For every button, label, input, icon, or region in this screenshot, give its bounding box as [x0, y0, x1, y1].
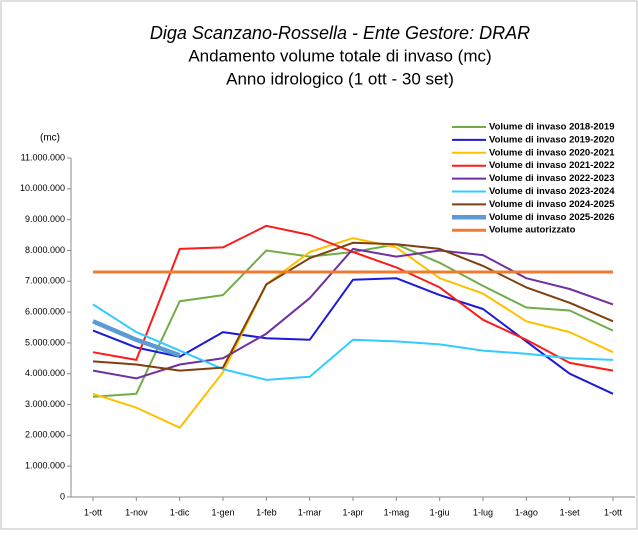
- legend-label: Volume di invaso 2021-2022: [489, 160, 615, 171]
- legend-label: Volume di invaso 2025-2026: [489, 212, 615, 223]
- x-tick-label: 1-feb: [256, 507, 277, 517]
- chart-subtitle: Andamento volume totale di invaso (mc): [188, 46, 491, 65]
- legend-label: Volume di invaso 2022-2023: [489, 173, 615, 184]
- y-tick-label: 2.000.000: [25, 430, 65, 440]
- x-tick-label: 1-gen: [211, 507, 234, 517]
- x-tick-label: 1-ott: [84, 507, 103, 517]
- series-line: [92, 241, 614, 372]
- legend-label: Volume di invaso 2023-2024: [489, 186, 615, 197]
- x-tick-label: 1-ott: [604, 507, 623, 517]
- series-line: [92, 237, 614, 429]
- x-tick-label: 1-nov: [125, 507, 148, 517]
- y-tick-label: 8.000.000: [25, 245, 65, 255]
- series-line: [92, 277, 614, 395]
- legend-label: Volume di invaso 2018-2019: [489, 122, 615, 133]
- x-tick-label: 1-lug: [473, 507, 493, 517]
- x-tick-label: 1-set: [560, 507, 581, 517]
- chart-title: Diga Scanzano-Rossella - Ente Gestore: D…: [150, 23, 530, 43]
- series-line: [92, 224, 614, 372]
- y-tick-label: 1.000.000: [25, 461, 65, 471]
- y-tick-label: 9.000.000: [25, 214, 65, 224]
- x-tick-label: 1-mar: [298, 507, 322, 517]
- legend-label: Volume di invaso 2019-2020: [489, 134, 615, 145]
- series-line: [92, 247, 614, 380]
- y-tick-label: 10.000.000: [20, 183, 65, 193]
- y-tick-label: 7.000.000: [25, 276, 65, 286]
- legend-label: Volume di invaso 2020-2021: [489, 147, 615, 158]
- y-tick-label: 4.000.000: [25, 368, 65, 378]
- x-tick-label: 1-mag: [384, 507, 410, 517]
- x-tick-label: 1-dic: [170, 507, 190, 517]
- series-line: [92, 303, 614, 381]
- x-tick-label: 1-apr: [342, 507, 363, 517]
- y-tick-label: 0: [60, 491, 65, 501]
- legend-label: Volume di invaso 2024-2025: [489, 199, 615, 210]
- series-line: [92, 319, 181, 358]
- x-tick-label: 1-giu: [430, 507, 450, 517]
- y-tick-label: 3.000.000: [25, 399, 65, 409]
- legend-label: Volume autorizzato: [489, 225, 576, 236]
- y-axis-label: (mc): [40, 133, 60, 144]
- x-tick-label: 1-ago: [515, 507, 538, 517]
- y-tick-label: 6.000.000: [25, 306, 65, 316]
- chart-subtitle: Anno idrologico (1 ott - 30 set): [226, 69, 454, 88]
- y-tick-label: 11.000.000: [21, 152, 65, 162]
- y-tick-label: 5.000.000: [25, 337, 65, 347]
